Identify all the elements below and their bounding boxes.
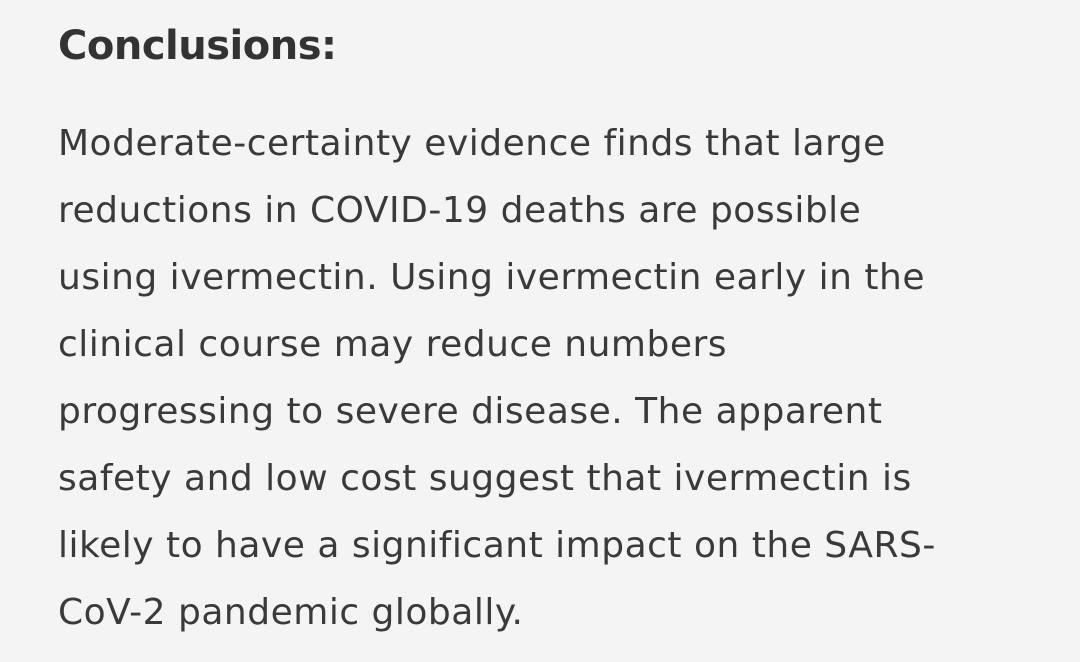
conclusions-paragraph: Moderate-certainty evidence finds that l… xyxy=(58,110,1068,646)
paragraph-line: safety and low cost suggest that ivermec… xyxy=(58,458,912,499)
paragraph-line: clinical course may reduce numbers xyxy=(58,324,728,365)
paragraph-line: using ivermectin. Using ivermectin early… xyxy=(58,257,925,298)
section-heading: Conclusions: xyxy=(58,23,337,69)
paragraph-line: Moderate-certainty evidence finds that l… xyxy=(58,123,886,164)
paragraph-line: CoV-2 pandemic globally. xyxy=(58,592,524,633)
conclusions-section: Conclusions: Moderate-certainty evidence… xyxy=(58,14,1068,646)
paragraph-line: likely to have a significant impact on t… xyxy=(58,525,936,566)
paragraph-line: progressing to severe disease. The appar… xyxy=(58,391,883,432)
paragraph-line: reductions in COVID-19 deaths are possib… xyxy=(58,190,862,231)
